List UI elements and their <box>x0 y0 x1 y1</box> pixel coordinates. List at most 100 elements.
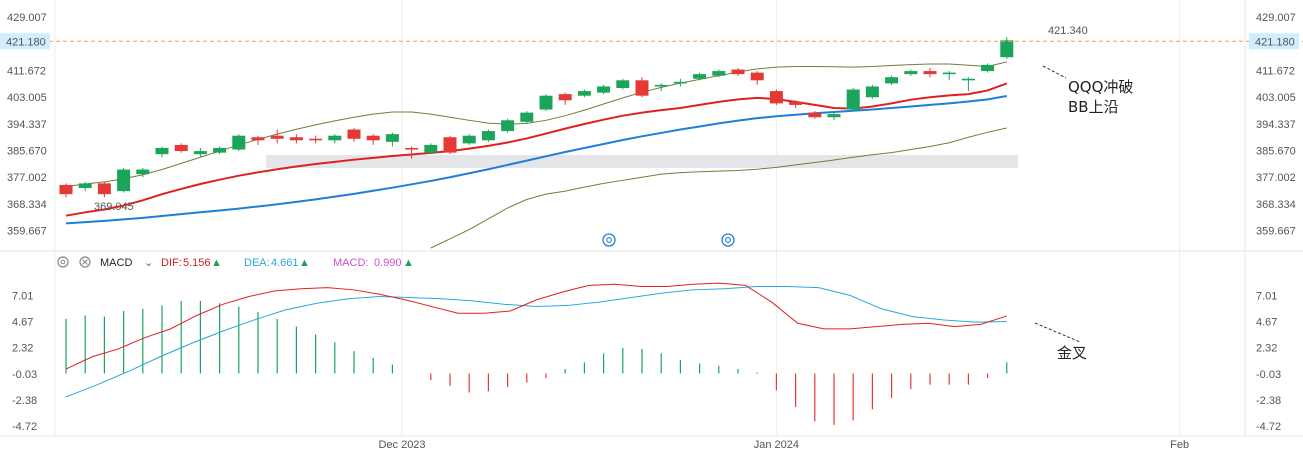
candle-body <box>635 80 649 96</box>
dif-label: DIF: <box>161 257 182 269</box>
candle-body <box>865 86 879 98</box>
candle-body <box>616 80 630 88</box>
y-tick-label: 385.670 <box>1256 146 1296 158</box>
candle-body <box>597 86 611 93</box>
macd-y-tick-label: 2.32 <box>1256 343 1277 355</box>
candle-body <box>328 135 342 141</box>
candle-body <box>174 144 188 152</box>
macd-y-tick-label: 7.01 <box>12 290 33 302</box>
candle-body <box>270 135 284 139</box>
y-tick-label: 394.337 <box>7 119 47 131</box>
candle-body <box>961 78 975 81</box>
candle-body <box>539 95 553 110</box>
candle-body <box>347 129 361 139</box>
macd-y-tick-label: 4.67 <box>12 316 33 328</box>
annotation-cross: 金叉 <box>1057 344 1087 362</box>
candle-body <box>251 137 265 141</box>
up-arrow-icon: ▲ <box>403 257 414 269</box>
macd-y-tick-label: 2.32 <box>12 343 33 355</box>
candle-body <box>693 74 707 79</box>
event-marker[interactable] <box>602 233 616 247</box>
up-arrow-icon: ▲ <box>211 257 222 269</box>
macd-axis: 7.01 7.01 4.67 4.67 2.32 2.32 -0.03 -0.03 -2.38 -… <box>12 290 1281 433</box>
candle-body <box>462 135 476 144</box>
low-price-label: 369.045 <box>94 201 134 213</box>
y-tick-label: 429.007 <box>7 12 47 24</box>
bb-lower-line <box>430 127 1007 249</box>
price-axis: 429.007 429.007 411.672 411.672 403.005 403.0… <box>7 12 1296 237</box>
last-price-tag-label: 421.180 <box>1255 36 1295 48</box>
candle-body <box>520 112 534 122</box>
candle-body <box>673 81 687 84</box>
macd-histogram <box>65 300 1008 425</box>
y-tick-label: 429.007 <box>1256 12 1296 24</box>
candle-body <box>97 183 111 195</box>
candle-body <box>481 131 495 141</box>
macd-y-tick-label: 4.67 <box>1256 316 1277 328</box>
moving-averages <box>65 82 1008 225</box>
macd-name: MACD <box>100 257 132 269</box>
y-tick-label: 359.667 <box>1256 226 1296 238</box>
macd-y-tick-label: -2.38 <box>1256 395 1281 407</box>
candle-body <box>942 72 956 75</box>
y-tick-label: 368.334 <box>7 199 47 211</box>
candle-body <box>155 148 169 155</box>
settings-icon[interactable] <box>57 256 69 268</box>
high-price-label: 421.340 <box>1048 25 1088 37</box>
last-price-line: 421.180 421.180 <box>0 33 1303 50</box>
candle-body <box>769 91 783 104</box>
chevron-down-icon[interactable]: ⌄ <box>144 257 153 269</box>
candle-body <box>213 148 227 153</box>
x-axis: Dec 2023 Jan 2024 Feb <box>0 435 1303 451</box>
candle-body <box>309 138 323 141</box>
dif-line <box>65 282 1007 370</box>
macd-y-tick-label: -4.72 <box>12 421 37 433</box>
y-tick-label: 385.670 <box>7 146 47 158</box>
candle-body <box>59 184 73 195</box>
candle-body <box>712 71 726 76</box>
y-tick-label: 368.334 <box>1256 199 1296 211</box>
candle-body <box>750 72 764 81</box>
candle-body <box>981 64 995 72</box>
close-icon[interactable] <box>79 256 91 268</box>
candle-body <box>577 91 591 96</box>
candle-body <box>846 89 860 110</box>
up-arrow-icon: ▲ <box>299 257 310 269</box>
y-tick-label: 403.005 <box>1256 92 1296 104</box>
candle-body <box>424 144 438 153</box>
dea-value: 4.661 <box>271 257 299 269</box>
candle-body <box>923 71 937 75</box>
dif-value: 5.156 <box>183 257 211 269</box>
candle-body <box>558 94 572 101</box>
annotation-break: QQQ冲破 <box>1068 78 1133 96</box>
bollinger-bands <box>65 61 1007 249</box>
candle-body <box>232 135 246 150</box>
y-tick-label: 394.337 <box>1256 119 1296 131</box>
y-tick-label: 403.005 <box>7 92 47 104</box>
last-price-tag-label: 421.180 <box>6 36 46 48</box>
macd-lines <box>65 282 1007 398</box>
candle-body <box>731 69 745 75</box>
x-tick-label: Dec 2023 <box>378 439 425 451</box>
macd-y-tick-label: -0.03 <box>12 369 37 381</box>
candle-body <box>443 137 457 153</box>
candle-body <box>885 77 899 84</box>
macd-y-tick-label: -4.72 <box>1256 421 1281 433</box>
ma-blue-line <box>65 95 1007 225</box>
candle-body <box>501 120 515 132</box>
last-price-tag <box>1249 33 1299 50</box>
candle-body <box>1000 40 1014 58</box>
candle-body <box>193 151 207 155</box>
macd-y-tick-label: -0.03 <box>1256 369 1281 381</box>
break-pointer <box>1042 65 1067 79</box>
x-tick-label: Jan 2024 <box>754 439 799 451</box>
gap-band <box>266 155 1018 168</box>
candle-body <box>385 134 399 142</box>
y-tick-label: 377.002 <box>7 172 47 184</box>
candle-body <box>654 84 668 87</box>
candle-body <box>78 183 92 188</box>
y-tick-label: 411.672 <box>1256 66 1295 78</box>
candles <box>59 37 1014 198</box>
event-marker[interactable] <box>721 233 735 247</box>
